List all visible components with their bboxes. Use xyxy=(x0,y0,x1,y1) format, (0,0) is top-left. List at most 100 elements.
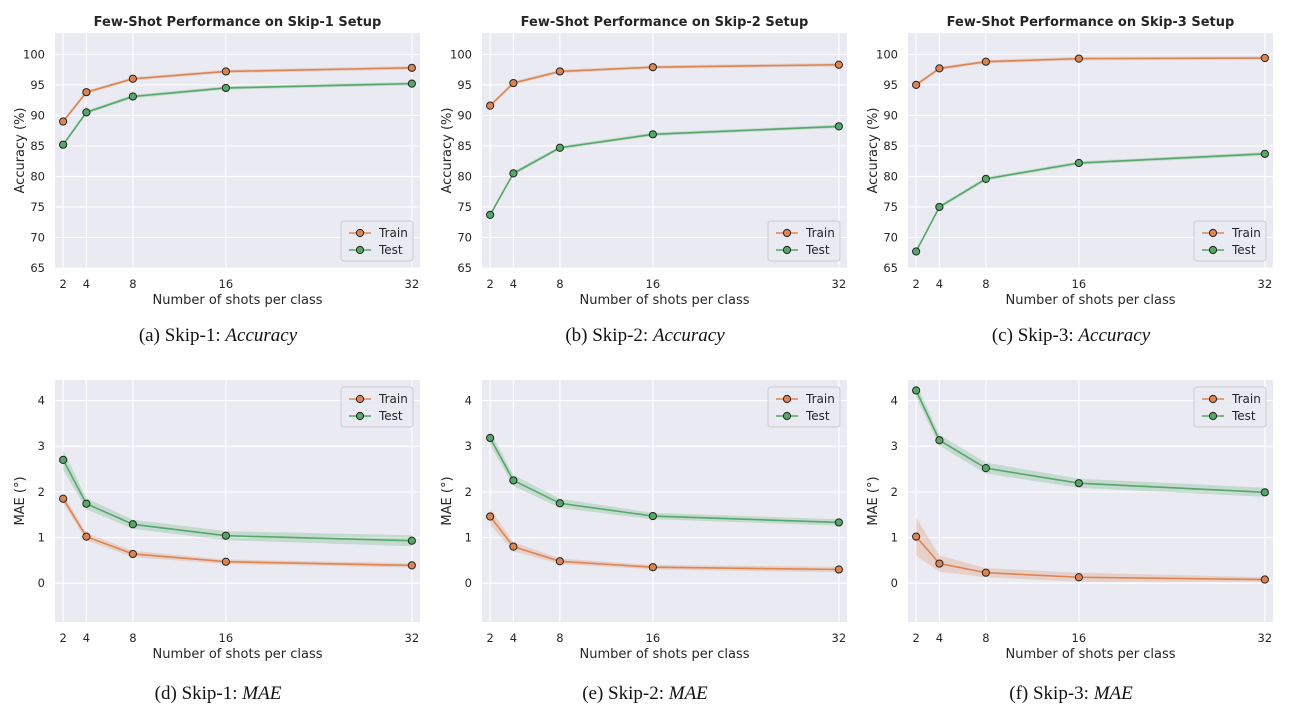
x-tick-label: 16 xyxy=(219,277,234,291)
x-tick-label: 4 xyxy=(510,277,517,291)
y-tick-label: 1 xyxy=(38,531,45,545)
x-tick-label: 4 xyxy=(936,277,943,291)
y-axis-label: Accuracy (%) xyxy=(866,108,881,194)
legend-label: Test xyxy=(805,243,830,257)
data-point xyxy=(509,78,518,88)
caption-e: (e) Skip-2: MAE xyxy=(435,683,855,705)
data-point xyxy=(555,557,564,566)
data-point xyxy=(1074,158,1083,168)
x-tick-label: 2 xyxy=(486,277,493,291)
data-point xyxy=(648,563,657,572)
x-axis-label: Number of shots per class xyxy=(580,293,750,308)
x-tick-label: 8 xyxy=(129,277,136,291)
x-axis-label: Number of shots per class xyxy=(1006,647,1176,662)
y-tick-label: 75 xyxy=(30,200,45,214)
y-tick-label: 3 xyxy=(465,439,472,453)
x-tick-label: 2 xyxy=(59,277,66,291)
legend-label: Train xyxy=(378,226,408,240)
data-point xyxy=(407,561,416,570)
data-point xyxy=(834,122,843,131)
y-tick-label: 0 xyxy=(891,576,898,590)
legend-label: Train xyxy=(805,226,835,240)
data-point xyxy=(912,247,921,256)
y-tick-label: 100 xyxy=(23,47,45,61)
x-tick-label: 16 xyxy=(1072,277,1087,291)
caption-c-prefix: (c) Skip-3: xyxy=(991,325,1079,346)
data-point xyxy=(981,464,990,473)
series-test xyxy=(912,383,1269,497)
data-point xyxy=(221,531,230,540)
y-tick-label: 1 xyxy=(465,531,472,545)
x-tick-label: 32 xyxy=(405,277,420,291)
x-tick-label: 32 xyxy=(832,277,847,291)
data-point xyxy=(834,565,843,574)
x-tick-label: 8 xyxy=(982,277,989,291)
x-tick-label: 2 xyxy=(486,631,493,645)
caption-b-prefix: (b) Skip-2: xyxy=(565,325,653,346)
series-test xyxy=(486,431,843,527)
data-point xyxy=(59,117,68,126)
caption-f-metric: MAE xyxy=(1093,683,1133,704)
x-tick-label: 8 xyxy=(982,631,989,645)
data-point xyxy=(1260,53,1269,63)
data-point xyxy=(82,499,91,508)
y-tick-label: 65 xyxy=(30,261,45,275)
legend: Train Test xyxy=(1193,220,1267,262)
confidence-band xyxy=(490,431,839,526)
legend-swatch-marker xyxy=(1208,228,1218,238)
caption-c-metric: Accuracy xyxy=(1078,325,1151,346)
data-point xyxy=(555,499,564,508)
data-point xyxy=(935,202,944,212)
x-tick-label: 4 xyxy=(83,631,90,645)
y-tick-label: 70 xyxy=(457,230,472,244)
legend: Train Test xyxy=(340,220,414,262)
legend-swatch-marker xyxy=(1208,411,1218,421)
x-tick-label: 16 xyxy=(219,631,234,645)
data-point xyxy=(1074,479,1083,488)
legend: Train Test xyxy=(1193,386,1267,428)
data-point xyxy=(1260,488,1269,497)
x-axis-label: Number of shots per class xyxy=(580,647,750,662)
caption-a-metric: Accuracy xyxy=(225,325,298,346)
y-tick-label: 4 xyxy=(38,394,45,408)
data-point xyxy=(82,108,91,117)
y-tick-label: 90 xyxy=(883,108,898,122)
legend-label: Train xyxy=(1231,392,1261,406)
data-point xyxy=(912,386,921,395)
data-point xyxy=(486,210,495,219)
caption-e-metric: MAE xyxy=(668,683,708,704)
series-test xyxy=(486,122,843,219)
data-point xyxy=(648,511,657,521)
series-train xyxy=(59,494,416,570)
data-point xyxy=(509,476,518,485)
data-point xyxy=(128,549,137,559)
x-tick-label: 16 xyxy=(646,277,661,291)
confidence-band xyxy=(63,449,412,547)
legend-label: Train xyxy=(805,392,835,406)
data-point xyxy=(1260,575,1269,584)
y-tick-label: 2 xyxy=(38,485,45,499)
caption-d-prefix: (d) Skip-1: xyxy=(154,683,243,704)
confidence-band xyxy=(916,383,1265,497)
chart-d: 0 1 2 3 4 2 4 8 16 32 Number of shots per class MAE… xyxy=(13,380,420,662)
x-tick-label: 32 xyxy=(832,631,847,645)
y-tick-label: 85 xyxy=(883,139,898,153)
y-tick-label: 65 xyxy=(457,261,472,275)
x-axis-label: Number of shots per class xyxy=(1006,293,1176,308)
caption-e-prefix: (e) Skip-2: xyxy=(582,683,669,704)
caption-f-prefix: (f) Skip-3: xyxy=(1009,683,1094,704)
y-tick-label: 90 xyxy=(457,108,472,122)
y-tick-label: 65 xyxy=(883,261,898,275)
chart-title: Few-Shot Performance on Skip-1 Setup xyxy=(94,15,382,30)
legend-label: Test xyxy=(1231,409,1256,423)
legend-swatch-marker xyxy=(1208,245,1218,255)
series-train xyxy=(912,53,1269,89)
legend-swatch-marker xyxy=(782,228,792,238)
series-train xyxy=(486,508,843,574)
chart-title: Few-Shot Performance on Skip-2 Setup xyxy=(521,15,809,30)
data-point xyxy=(509,169,518,178)
data-point xyxy=(128,92,137,101)
data-point xyxy=(486,101,495,110)
data-point xyxy=(981,174,990,183)
chart-b: 65 70 75 80 85 90 95 100 2 4 8 16 32 Number of shots … xyxy=(440,15,847,308)
